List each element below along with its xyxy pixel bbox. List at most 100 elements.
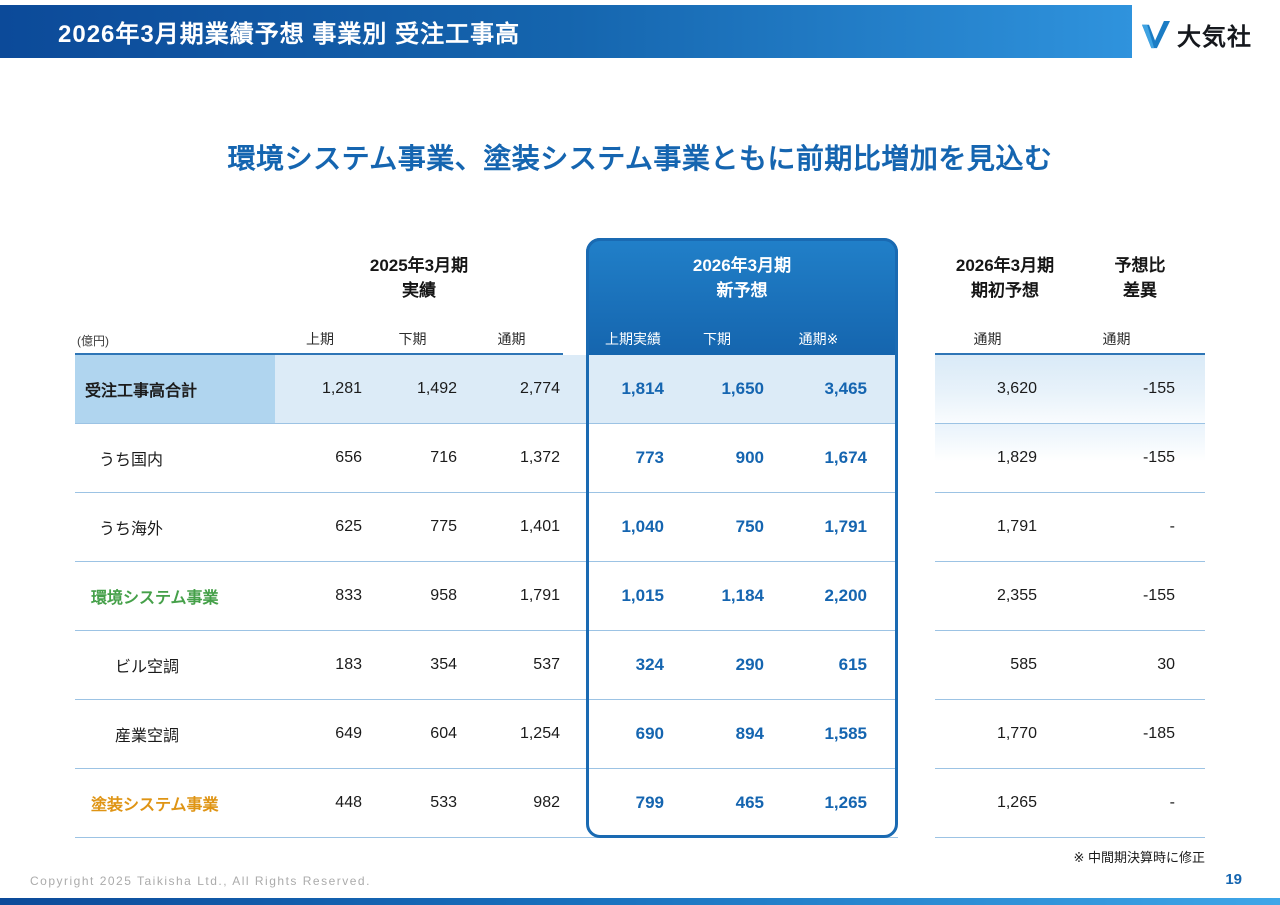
spacer [898, 355, 935, 424]
actual-h2-cell: 1,492 [416, 380, 457, 397]
new-h2-cell: 1,650 [721, 379, 764, 398]
actual-h2-cell: 533 [430, 794, 457, 811]
new-h1-cell: 773 [635, 448, 664, 467]
new-fy-cell: 3,465 [824, 379, 867, 398]
colgroup-new-line2: 新予想 [716, 281, 768, 300]
spacer [898, 424, 935, 493]
actual-h2-cell: 775 [430, 518, 457, 535]
bottom-bar [0, 898, 1280, 905]
actual-fy-cell: 1,372 [519, 449, 560, 466]
diff-fy-cell: - [1169, 518, 1175, 535]
actual-h1-cell: 1,281 [321, 380, 362, 397]
new-h1-cell: 1,015 [621, 586, 664, 605]
actual-h1-cell: 833 [335, 587, 362, 604]
colgroup-diff: 予想比 差異 [1075, 253, 1205, 303]
header-underline-right [935, 353, 1205, 355]
new-fy-cell: 1,674 [824, 448, 867, 467]
new-h1-cell: 1,040 [621, 517, 664, 536]
new-forecast-header-bg [586, 238, 898, 355]
row-label: 環境システム事業 [91, 590, 219, 607]
spacer [898, 769, 935, 838]
subcol-new-fy: 通期※ [798, 331, 839, 347]
new-h1-cell: 1,814 [621, 379, 664, 398]
initial-fy-cell: 2,355 [996, 587, 1037, 604]
row-right-section: 1,770 -185 [935, 700, 1205, 769]
actual-fy-cell: 982 [533, 794, 560, 811]
actual-h1-cell: 649 [335, 725, 362, 742]
diff-fy-cell: -155 [1142, 449, 1175, 466]
colgroup-init-line2: 期初予想 [971, 281, 1039, 300]
orders-table: 2025年3月期 実績 2026年3月期 新予想 2026年3月期 期初予想 予… [75, 238, 1205, 866]
row-building-hvac: ビル空調 183 354 537 324 290 615 585 30 [75, 631, 1205, 700]
actual-h2-cell: 604 [430, 725, 457, 742]
row-label: うち国内 [99, 452, 164, 469]
row-label: ビル空調 [115, 659, 180, 676]
row-right-section: 585 30 [935, 631, 1205, 700]
page-number: 19 [1225, 871, 1242, 888]
new-h2-cell: 894 [735, 724, 764, 743]
header-underline-left [75, 353, 563, 355]
table-header: 2025年3月期 実績 2026年3月期 新予想 2026年3月期 期初予想 予… [75, 238, 1205, 355]
diff-fy-cell: -155 [1142, 587, 1175, 604]
actual-fy-cell: 2,774 [519, 380, 560, 397]
logo-text: 大気社 [1177, 24, 1252, 51]
headline: 環境システム事業、塗装システム事業ともに前期比増加を見込む [227, 143, 1053, 174]
actual-fy-cell: 537 [533, 656, 560, 673]
colgroup-diff-line1: 予想比 [1114, 256, 1166, 275]
unit-label: (億円) [77, 334, 109, 348]
actual-fy-cell: 1,401 [519, 518, 560, 535]
actual-h2-cell: 958 [430, 587, 457, 604]
row-left-section: ビル空調 183 354 537 324 290 615 [75, 631, 898, 700]
subheader-row: (億円) 上期 下期 通期 上期実績 下期 通期※ 通期 通期 [75, 329, 1205, 349]
row-overseas: うち海外 625 775 1,401 1,040 750 1,791 1,791… [75, 493, 1205, 562]
colgroup-new-forecast: 2026年3月期 新予想 [586, 253, 898, 303]
actual-h1-cell: 625 [335, 518, 362, 535]
spacer [898, 700, 935, 769]
slide-title: 2026年3月期業績予想 事業別 受注工事高 [58, 21, 521, 48]
actual-h2-cell: 716 [430, 449, 457, 466]
row-left-section: 受注工事高合計 1,281 1,492 2,774 1,814 1,650 3,… [75, 355, 898, 424]
row-orders-total: 受注工事高合計 1,281 1,492 2,774 1,814 1,650 3,… [75, 355, 1205, 424]
new-h1-cell: 799 [635, 793, 664, 812]
row-right-section: 1,265 - [935, 769, 1205, 838]
colgroup-diff-line2: 差異 [1123, 281, 1157, 300]
actual-h1-cell: 656 [335, 449, 362, 466]
new-h1-cell: 324 [635, 655, 664, 674]
new-fy-cell: 1,585 [824, 724, 867, 743]
v-swoosh-icon [1142, 20, 1170, 48]
row-label: 産業空調 [115, 728, 180, 745]
row-left-section: 産業空調 649 604 1,254 690 894 1,585 [75, 700, 898, 769]
row-domestic: うち国内 656 716 1,372 773 900 1,674 1,829 -… [75, 424, 1205, 493]
subcol-diff-fy: 通期 [1102, 331, 1131, 347]
diff-fy-cell: -155 [1142, 380, 1175, 397]
diff-fy-cell: - [1169, 794, 1175, 811]
taikisha-logo: 大気社 [1141, 17, 1252, 52]
new-h2-cell: 1,184 [721, 586, 764, 605]
initial-fy-cell: 3,620 [996, 380, 1037, 397]
new-h1-cell: 690 [635, 724, 664, 743]
initial-fy-cell: 1,770 [996, 725, 1037, 742]
colgroup-actual-line1: 2025年3月期 [369, 256, 469, 275]
new-h2-cell: 465 [735, 793, 764, 812]
row-right-section: 1,791 - [935, 493, 1205, 562]
new-fy-cell: 1,791 [824, 517, 867, 536]
row-left-section: うち国内 656 716 1,372 773 900 1,674 [75, 424, 898, 493]
row-left-section: うち海外 625 775 1,401 1,040 750 1,791 [75, 493, 898, 562]
actual-fy-cell: 1,791 [519, 587, 560, 604]
row-industrial-hvac: 産業空調 649 604 1,254 690 894 1,585 1,770 -… [75, 700, 1205, 769]
diff-fy-cell: -185 [1142, 725, 1175, 742]
initial-fy-cell: 585 [1010, 656, 1037, 673]
row-left-section: 塗装システム事業 448 533 982 799 465 1,265 [75, 769, 898, 838]
actual-h2-cell: 354 [430, 656, 457, 673]
new-h2-cell: 900 [735, 448, 764, 467]
spacer [898, 562, 935, 631]
spacer [898, 631, 935, 700]
subcol-actual-fy: 通期 [497, 331, 526, 347]
colgroup-initial-forecast: 2026年3月期 期初予想 [930, 253, 1080, 303]
initial-fy-cell: 1,829 [996, 449, 1037, 466]
actual-h1-cell: 183 [335, 656, 362, 673]
row-paint-finishing-systems: 塗装システム事業 448 533 982 799 465 1,265 1,265… [75, 769, 1205, 838]
row-label: 塗装システム事業 [91, 797, 219, 814]
row-environmental-systems: 環境システム事業 833 958 1,791 1,015 1,184 2,200… [75, 562, 1205, 631]
colgroup-actual-line2: 実績 [402, 281, 436, 300]
